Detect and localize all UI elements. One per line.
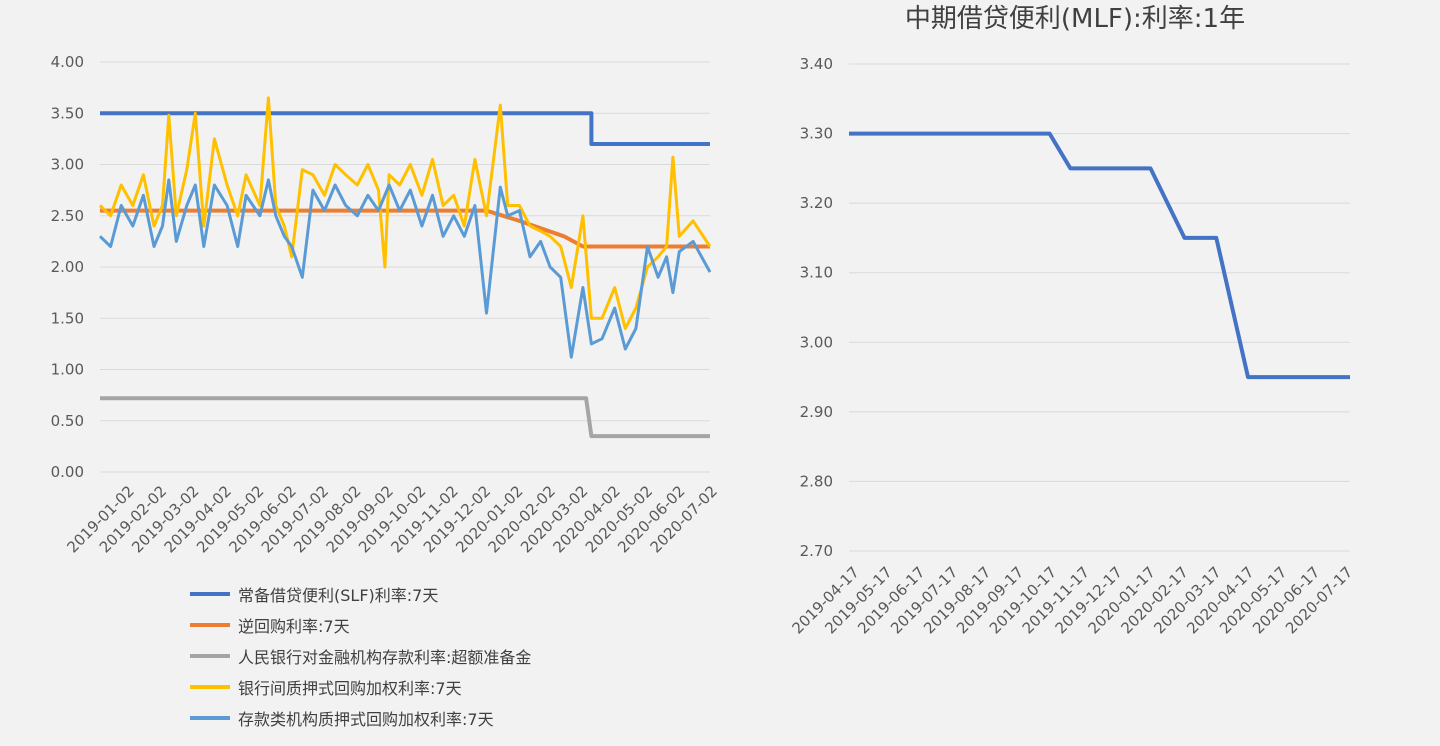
y-tick-label: 2.50 <box>51 207 84 225</box>
series-line <box>98 96 712 330</box>
legend-swatch <box>190 591 230 596</box>
legend-swatch <box>190 684 230 689</box>
series-line <box>98 178 712 359</box>
legend-swatch <box>190 622 230 627</box>
legend-label: 银行间质押式回购加权利率:7天 <box>238 678 462 698</box>
legend: 常备借贷便利(SLF)利率:7天 逆回购利率:7天 人民银行对金融机构存款利率:… <box>190 578 531 733</box>
left-y-axis: 0.00 0.50 1.00 1.50 2.00 2.50 3.00 3.50 4.00 <box>51 53 84 481</box>
y-tick-label: 4.00 <box>51 53 84 71</box>
y-tick-label: 0.50 <box>51 412 84 430</box>
legend-swatch <box>190 653 230 658</box>
legend-item: 常备借贷便利(SLF)利率:7天 <box>190 578 531 609</box>
right-y-axis: 2.70 2.80 2.90 3.00 3.10 3.20 3.30 3.40 <box>800 55 833 560</box>
y-tick-label: 2.00 <box>51 258 84 276</box>
legend-item: 逆回购利率:7天 <box>190 609 531 640</box>
series-line <box>849 131 1350 380</box>
right-x-axis: 2019-04-172019-05-172019-06-172019-07-17… <box>788 563 1356 637</box>
y-tick-label: 2.80 <box>800 472 833 490</box>
y-tick-label: 3.10 <box>800 264 833 282</box>
series-line <box>100 396 710 439</box>
y-tick-label: 2.70 <box>800 542 833 560</box>
left-x-axis: 2019-01-022019-02-022019-03-022019-04-02… <box>63 482 721 556</box>
chart-right: 中期借贷便利(MLF):利率:1年 2.70 2.80 2.90 3.00 3.10 3.… <box>788 4 1356 637</box>
legend-label: 人民银行对金融机构存款利率:超额准备金 <box>238 647 532 667</box>
y-tick-label: 1.50 <box>51 309 84 327</box>
y-tick-label: 3.40 <box>800 55 833 73</box>
right-series <box>849 131 1350 380</box>
y-tick-label: 3.30 <box>800 125 833 143</box>
left-series <box>98 96 712 439</box>
y-tick-label: 3.00 <box>800 333 833 351</box>
legend-label: 常备借贷便利(SLF)利率:7天 <box>238 585 439 605</box>
y-tick-label: 1.00 <box>51 361 84 379</box>
y-tick-label: 3.50 <box>51 104 84 122</box>
legend-item: 人民银行对金融机构存款利率:超额准备金 <box>190 640 531 671</box>
series-line <box>100 111 710 146</box>
legend-label: 逆回购利率:7天 <box>238 616 350 636</box>
y-tick-label: 2.90 <box>800 403 833 421</box>
y-tick-label: 0.00 <box>51 463 84 481</box>
legend-item: 存款类机构质押式回购加权利率:7天 <box>190 702 531 733</box>
chart-left: 0.00 0.50 1.00 1.50 2.00 2.50 3.00 3.50 4.00 201… <box>51 53 721 556</box>
y-tick-label: 3.20 <box>800 194 833 212</box>
series-line <box>100 208 710 249</box>
right-grid <box>849 63 1350 552</box>
left-grid <box>100 61 710 473</box>
legend-swatch <box>190 715 230 720</box>
y-tick-label: 3.00 <box>51 156 84 174</box>
legend-item: 银行间质押式回购加权利率:7天 <box>190 671 531 702</box>
chart-title: 中期借贷便利(MLF):利率:1年 <box>905 4 1245 34</box>
legend-label: 存款类机构质押式回购加权利率:7天 <box>238 709 494 729</box>
